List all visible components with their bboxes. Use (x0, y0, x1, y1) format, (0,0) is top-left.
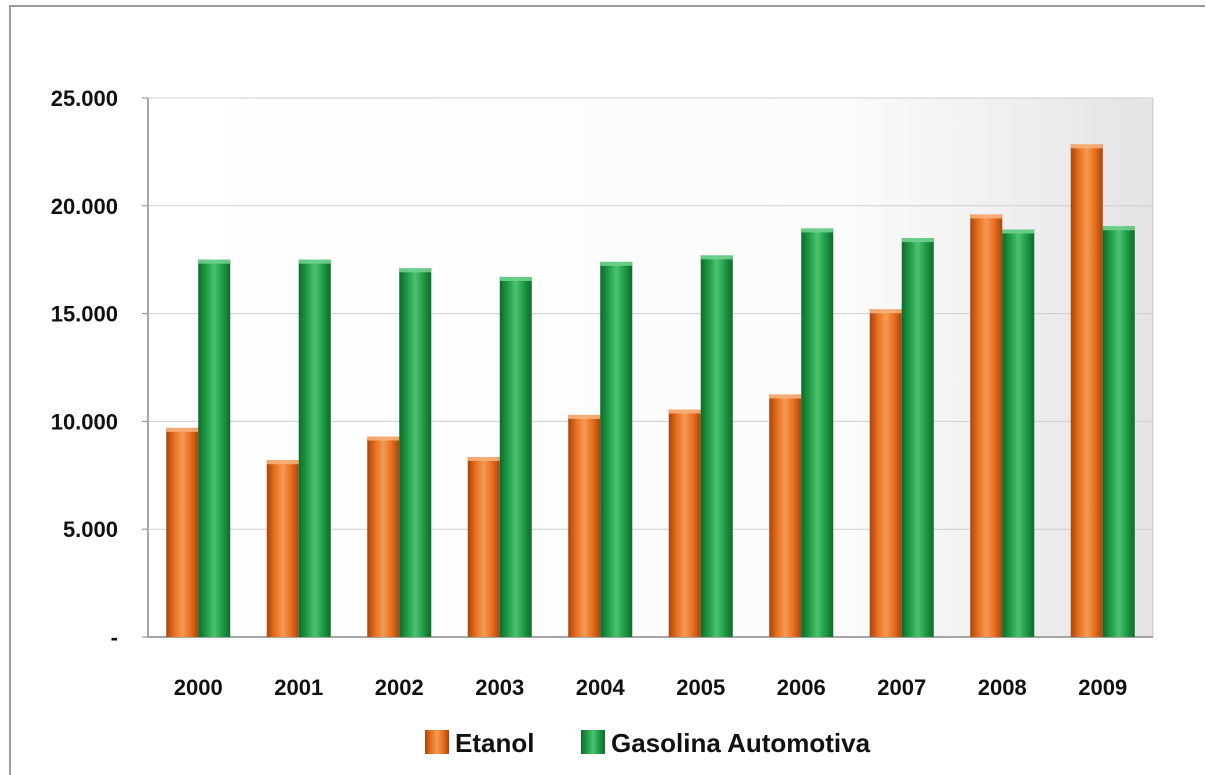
bar-etanol (166, 427, 199, 637)
bar-etanol (769, 394, 802, 637)
y-tick-label: 10.000 (51, 409, 118, 434)
bar-top-highlight (1002, 229, 1035, 234)
bar-top-highlight (600, 261, 633, 266)
x-tick-label: 2006 (777, 675, 826, 700)
bar-etanol (668, 409, 701, 637)
x-tick-label: 2004 (576, 675, 626, 700)
x-tick-label: 2003 (475, 675, 524, 700)
bar-top-highlight (298, 259, 331, 264)
x-tick-label: 2001 (274, 675, 323, 700)
bar-etanol (266, 460, 299, 637)
x-tick-label: 2007 (877, 675, 926, 700)
bar-gasolina (198, 259, 231, 637)
bar-gasolina (1102, 226, 1135, 638)
bar-etanol (467, 456, 500, 637)
legend-label-etanol: Etanol (455, 728, 534, 758)
bar-gasolina (499, 276, 532, 637)
bar-top-highlight (1102, 226, 1135, 231)
bar-top-highlight (367, 436, 400, 441)
bar-gasolina (399, 268, 432, 637)
bar-top-highlight (869, 309, 902, 314)
bar-top-highlight (901, 238, 934, 243)
bar-top-highlight (568, 414, 601, 419)
legend-label-gasolina: Gasolina Automotiva (611, 728, 871, 758)
y-tick-label: - (111, 625, 118, 650)
bar-gasolina (700, 255, 733, 637)
bar-top-highlight (198, 259, 231, 264)
x-tick-label: 2002 (375, 675, 424, 700)
bar-top-highlight (769, 394, 802, 399)
x-tick-label: 2000 (174, 675, 223, 700)
bar-gasolina (600, 261, 633, 637)
bar-top-highlight (700, 255, 733, 260)
bar-top-highlight (970, 214, 1003, 219)
bar-etanol (367, 436, 400, 637)
bar-top-highlight (166, 427, 199, 432)
legend-swatch-gasolina (581, 730, 605, 754)
x-tick-label: 2009 (1078, 675, 1127, 700)
legend: Etanol Gasolina Automotiva (425, 728, 871, 758)
bar-top-highlight (499, 276, 532, 281)
chart-frame (9, 5, 1205, 775)
bar-etanol (1070, 144, 1103, 637)
bar-top-highlight (1070, 144, 1103, 149)
bar-gasolina (901, 238, 934, 637)
legend-swatch-etanol (425, 730, 449, 754)
y-tick-label: 15.000 (51, 302, 118, 327)
plot-area: - 5.000 10.000 15.000 20.000 25.000 2000 2001 20… (51, 86, 1154, 700)
bar-etanol (970, 214, 1003, 637)
y-tick-label: 5.000 (63, 517, 118, 542)
x-tick-label: 2008 (978, 675, 1027, 700)
bar-top-highlight (467, 456, 500, 461)
bar-gasolina (1002, 229, 1035, 638)
bar-gasolina (298, 259, 331, 637)
x-tick-label: 2005 (676, 675, 725, 700)
y-tick-label: 20.000 (51, 194, 118, 219)
y-tick-label: 25.000 (51, 86, 118, 111)
bar-top-highlight (399, 268, 432, 273)
bar-top-highlight (668, 409, 701, 414)
bar-etanol (568, 414, 601, 637)
bar-top-highlight (266, 460, 299, 465)
bar-top-highlight (801, 228, 834, 233)
bar-etanol (869, 309, 902, 637)
bar-gasolina (801, 228, 834, 638)
